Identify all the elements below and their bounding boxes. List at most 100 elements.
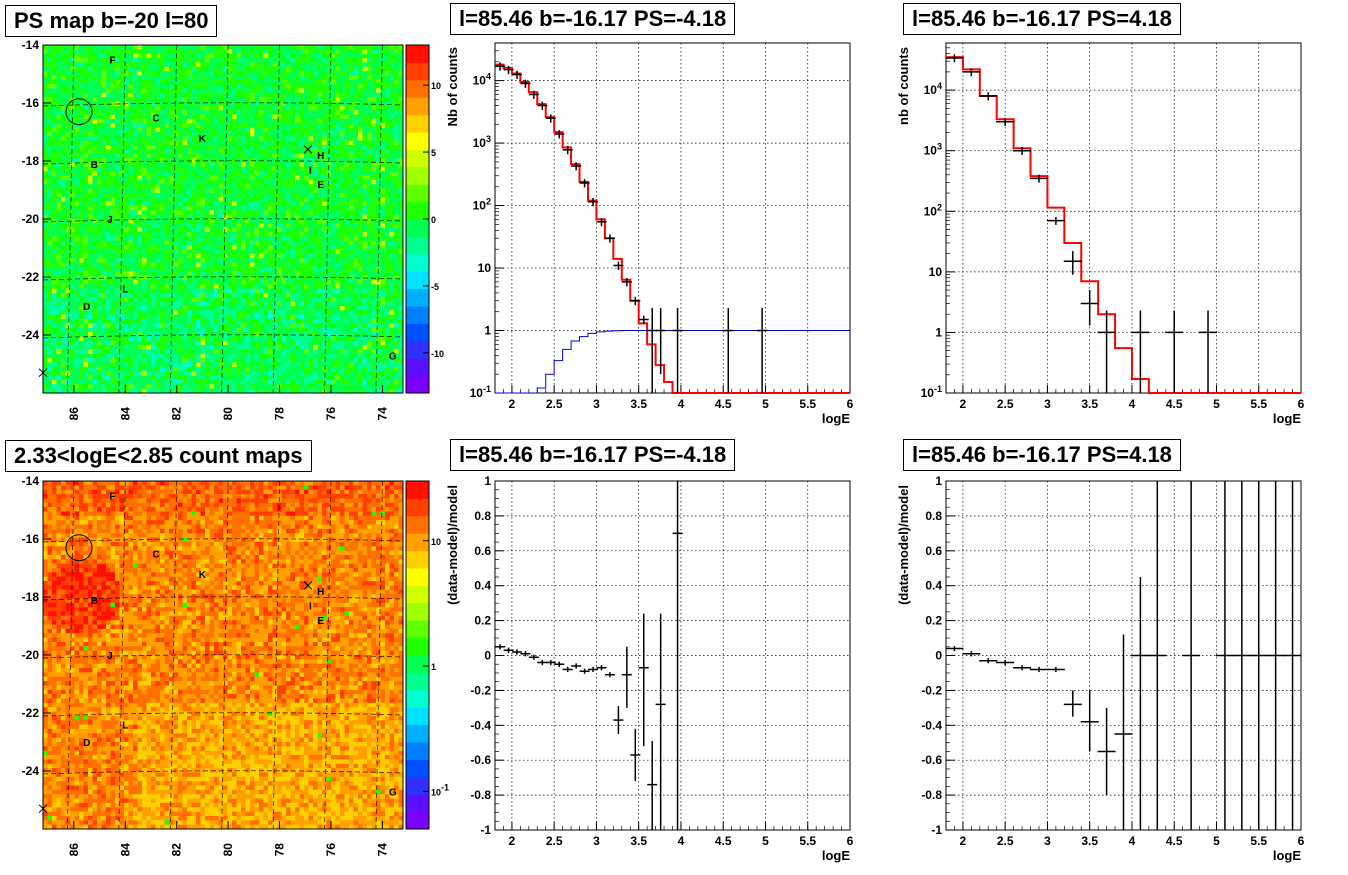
plot-residual_neg: 2 2.5 3 3.5 4 4.5 5 5.5 6 -1 -0.8 -0.6 -0.4 -0.2 0 0.2 0…: [445, 474, 854, 863]
x-tick-label: 82: [170, 843, 184, 857]
data-points: [495, 481, 683, 830]
y-tick-label: -0.4: [921, 718, 942, 732]
plot-grid: [946, 43, 1302, 393]
x-tick-label: 3.5: [1081, 834, 1098, 848]
heatmap-grid: [42, 480, 404, 830]
y-axis-label: (data-model)/model: [896, 485, 911, 605]
heatmap-count_map: 86 84 82 80 78 76 74 -14 -16 -18 -20 -22 -24 F C K B HIE J…: [22, 474, 449, 856]
heatmap-cells: [43, 45, 404, 394]
ps-map-title: PS map b=-20 l=80: [5, 5, 218, 37]
y-tick-label: -16: [22, 532, 40, 546]
data-points: [945, 54, 1218, 393]
x-tick-label: 5.5: [799, 397, 816, 411]
y-tick-label: -1: [480, 823, 491, 837]
grid-meridian: [67, 44, 75, 394]
y-tick-label: 0.6: [474, 544, 491, 558]
y-tick-label: -0.8: [470, 788, 491, 802]
source-label-H: H: [317, 587, 324, 598]
heatmap-ps_map: 86 84 82 80 78 76 74 -14 -16 -18 -20 -22 -24 F C K B HIE J…: [22, 38, 444, 420]
color-bar-label: 10: [431, 81, 441, 91]
x-tick-label: 82: [170, 407, 184, 421]
heatmap-cells: [43, 481, 404, 830]
grid-meridian: [118, 44, 126, 394]
model-histogram: [946, 56, 1301, 394]
x-tick-label: 84: [118, 407, 132, 421]
plot-frame: [494, 42, 851, 394]
x-axis-label: logE: [1273, 848, 1301, 863]
source-label-F: F: [109, 56, 115, 67]
source-label-F: F: [109, 492, 115, 503]
source-label-D: D: [83, 302, 90, 313]
x-tick-label: 2: [509, 397, 516, 411]
x-tick-label: 4: [678, 397, 685, 411]
y-tick-label: -24: [22, 764, 40, 778]
source-circle: [65, 98, 93, 126]
y-tick-label: -0.6: [921, 753, 942, 767]
source-cross: [303, 145, 313, 154]
source-label-I: I: [309, 602, 312, 613]
x-tick-label: 4: [1129, 397, 1136, 411]
background-histogram: [495, 330, 850, 394]
x-tick-label: 3: [593, 834, 600, 848]
plot-frame: [945, 42, 1302, 394]
x-axis-label: logE: [822, 848, 850, 863]
source-label-J: J: [107, 651, 113, 662]
source-label-G: G: [389, 351, 397, 362]
source-cross: [303, 581, 313, 590]
source-label-C: C: [153, 114, 160, 125]
x-tick-label: 3: [1044, 834, 1051, 848]
source-label-K: K: [199, 570, 207, 581]
x-tick-label: 2.5: [997, 397, 1014, 411]
grid-parallel: [42, 334, 404, 339]
spectrum-pos-title: l=85.46 b=-16.17 PS=4.18: [903, 3, 1181, 35]
y-tick-label: -16: [22, 96, 40, 110]
y-tick-label: -22: [22, 706, 40, 720]
y-tick-label: 0.2: [474, 614, 491, 628]
y-tick-label: 0: [935, 649, 942, 663]
source-label-G: G: [389, 787, 397, 798]
color-bar-label: -10: [431, 349, 444, 359]
y-tick-label: -18: [22, 154, 40, 168]
source-label-C: C: [153, 550, 160, 561]
y-tick-label: 0.8: [474, 509, 491, 523]
x-tick-label: 78: [273, 843, 287, 857]
x-tick-label: 5: [1213, 834, 1220, 848]
y-tick-label: 0.4: [925, 579, 942, 593]
x-tick-label: 2.5: [997, 834, 1014, 848]
y-tick-label: 0: [484, 649, 491, 663]
y-tick-label: 104: [924, 81, 942, 97]
x-tick-label: 2.5: [546, 397, 563, 411]
source-cross: [38, 804, 48, 814]
color-bar: 10 1 10-1: [405, 480, 449, 830]
y-tick-label: -0.4: [470, 718, 491, 732]
y-tick-label: -22: [22, 270, 40, 284]
y-tick-label: 102: [924, 202, 942, 218]
x-tick-label: 84: [118, 843, 132, 857]
y-tick-label: 0.2: [925, 614, 942, 628]
x-tick-label: 4.5: [715, 397, 732, 411]
x-tick-label: 5.5: [799, 834, 816, 848]
y-tick-label: 1: [484, 474, 491, 488]
y-tick-label: -1: [931, 823, 942, 837]
y-axis-label: Nb of counts: [445, 47, 460, 126]
x-tick-label: 4.5: [1166, 834, 1183, 848]
source-label-L: L: [122, 285, 128, 296]
x-tick-label: 3.5: [630, 397, 647, 411]
x-tick-label: 6: [847, 834, 854, 848]
y-tick-label: -14: [22, 474, 40, 488]
plot-residual_pos: 2 2.5 3 3.5 4 4.5 5 5.5 6 -1 -0.8 -0.6 -0.4 -0.2 0 0.2 0…: [896, 474, 1305, 863]
x-tick-label: 74: [375, 407, 389, 421]
x-tick-label: 3.5: [1081, 397, 1098, 411]
x-tick-label: 2: [960, 397, 967, 411]
y-tick-label: 0.6: [925, 544, 942, 558]
x-tick-label: 80: [221, 843, 235, 857]
grid-parallel: [42, 102, 404, 107]
data-points: [945, 481, 1302, 830]
x-axis-label: logE: [822, 411, 850, 426]
plot-grid: [495, 43, 851, 393]
x-tick-label: 4.5: [1166, 397, 1183, 411]
color-bar-label: 10-1: [431, 782, 449, 797]
x-tick-label: 6: [847, 397, 854, 411]
y-tick-label: 104: [473, 72, 491, 88]
